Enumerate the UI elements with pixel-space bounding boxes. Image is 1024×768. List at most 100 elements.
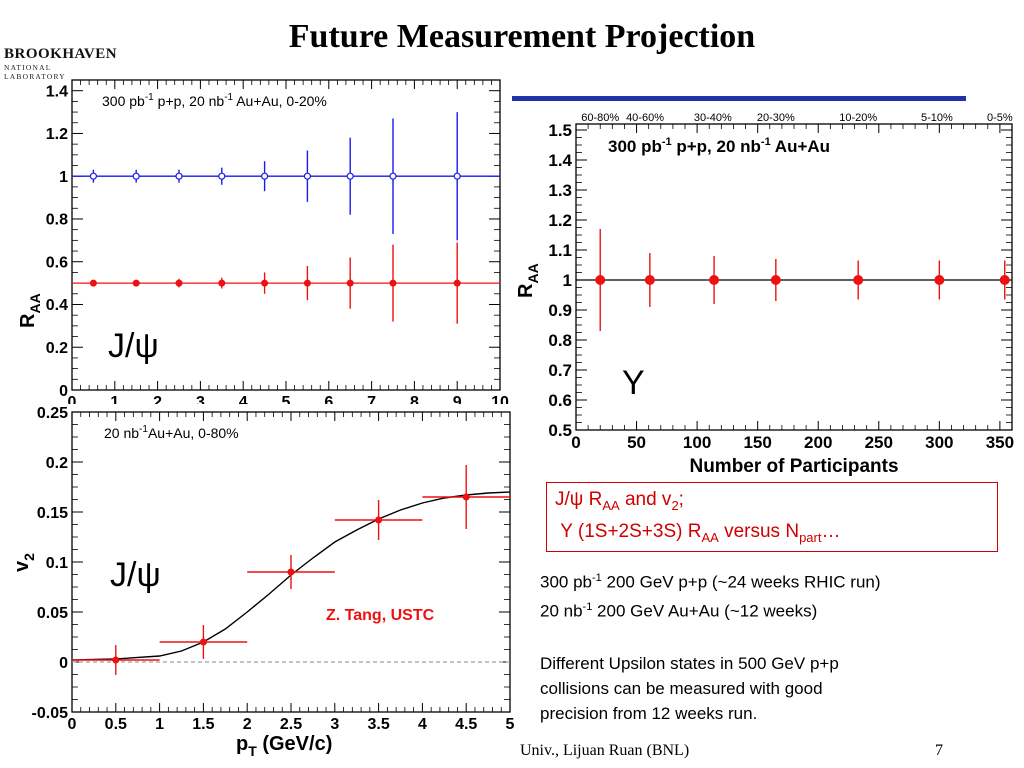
y-tick-label: 1.1: [548, 241, 572, 260]
plot-frame: [71, 79, 501, 391]
page-number: 7: [935, 742, 943, 759]
x-tick-label: 1: [110, 394, 119, 404]
y-tick-label: 0.8: [46, 212, 68, 229]
x-axis-label: Number of Participants: [689, 456, 898, 477]
y-tick-label: 0.9: [548, 301, 572, 320]
y-tick-label: 1.2: [548, 211, 572, 230]
summary-box: J/ψ RAA and v2; Υ (1S+2S+3S) R AA versus …: [546, 482, 998, 552]
tick-labels: 0 50 100 150 200 250 300 350 0.5 0.6 0.7 0.8 0.9 1 1.1…: [548, 112, 1014, 452]
x-tick-label: 1: [155, 716, 164, 733]
y-tick-label: 0.05: [37, 605, 68, 622]
x-tick-label: 100: [683, 433, 711, 452]
x-tick-label: 8: [410, 394, 419, 404]
text: versus N: [718, 520, 800, 542]
y-tick-label: 0.1: [46, 555, 68, 572]
x-tick-label: 50: [627, 433, 646, 452]
text: Υ (1S+2S+3S) R: [560, 520, 702, 542]
y-tick-label: 1: [563, 271, 572, 290]
y-tick-label: 0.5: [548, 421, 572, 440]
model-curve: [71, 491, 511, 661]
y-axis-label: RAA: [515, 263, 541, 298]
data-point: [644, 275, 655, 285]
tick-labels: 0 0.5 1 1.5 2 2.5 3 3.5 4 4.5 5-0.0500.050.10.150.…: [32, 405, 515, 733]
data-point: [709, 275, 720, 285]
y-tick-label: 1.4: [46, 83, 68, 100]
x-tick-label: 250: [865, 433, 893, 452]
x-tick-label: 0.5: [105, 716, 127, 733]
x-tick-label: 10: [491, 394, 509, 404]
series-layer: [71, 465, 511, 675]
data-point: [999, 275, 1010, 285]
data-point: [112, 656, 120, 664]
y-tick-label: 0.4: [46, 297, 68, 314]
x-tick-label: 6: [324, 394, 333, 404]
centrality-label: 10-20%: [839, 112, 877, 124]
data-point: [595, 275, 606, 285]
logo-name: BROOKHAVEN: [4, 46, 118, 62]
superscript: -1: [592, 572, 602, 584]
data-point: [389, 172, 397, 180]
data-point: [770, 275, 781, 285]
x-axis-label: pT (GeV/c): [236, 733, 332, 759]
text: 20 nb: [540, 601, 583, 621]
subscript: 2: [671, 497, 679, 513]
data-point: [287, 568, 295, 576]
y-tick-label: 0.8: [548, 331, 572, 350]
subscript: AA: [602, 497, 620, 513]
data-point: [218, 279, 226, 287]
y-tick-label: 1: [59, 169, 68, 186]
y-tick-label: 1.3: [548, 181, 572, 200]
text: …: [821, 520, 841, 542]
chart-annotation: 300 pb-1 p+p, 20 nb-1 Au+Au, 0-20%: [102, 92, 327, 109]
tick-marks: [71, 411, 511, 713]
tick-marks: [575, 124, 1012, 431]
data-point: [132, 172, 140, 180]
x-tick-label: 5: [506, 716, 515, 733]
data-point: [346, 279, 354, 287]
footer-text: Univ., Lijuan Ruan (BNL): [520, 742, 690, 759]
y-tick-label: 0.7: [548, 361, 572, 380]
particle-label: J/ψ: [108, 327, 159, 365]
centrality-label: 30-40%: [694, 112, 732, 124]
data-point: [132, 279, 140, 287]
data-point: [462, 493, 470, 501]
jpsi-v2-chart: 0 0.5 1 1.5 2 2.5 3 3.5 4 4.5 5-0.0500.050.10.150.…: [11, 405, 515, 759]
y-tick-label: 1.4: [548, 151, 572, 170]
x-tick-label: 200: [804, 433, 832, 452]
data-point: [389, 279, 397, 287]
centrality-label: 40-60%: [626, 112, 664, 124]
x-tick-label: 4: [418, 716, 427, 733]
data-point: [261, 172, 269, 180]
series-layer: [576, 229, 1012, 331]
y-tick-label: 1.2: [46, 126, 68, 143]
x-tick-label: 4.5: [455, 716, 477, 733]
x-tick-label: 4: [239, 394, 248, 404]
x-tick-label: 2: [243, 716, 252, 733]
data-point: [934, 275, 945, 285]
text: J/ψ R: [555, 489, 603, 510]
y-axis-label: RAA: [17, 293, 43, 328]
data-point: [261, 279, 269, 287]
notes-text: 300 pb-1 200 GeV p+p (~24 weeks RHIC run…: [540, 566, 1010, 726]
summary-line-1: J/ψ RAA and v2;: [555, 487, 997, 519]
note-paragraph-line: Different Upsilon states in 500 GeV p+p: [540, 654, 839, 674]
data-point: [175, 279, 183, 287]
data-point: [303, 279, 311, 287]
decorative-blue-rule: [512, 96, 966, 101]
series-layer: [72, 112, 500, 324]
x-tick-label: 3.5: [367, 716, 389, 733]
logo-subtitle: NATIONAL LABORATORY: [4, 63, 66, 81]
data-point: [199, 638, 207, 646]
data-point: [453, 172, 461, 180]
upsilon-raa-chart: 0 50 100 150 200 250 300 350 0.5 0.6 0.7 0.8 0.9 1 1.1…: [515, 112, 1014, 477]
credit-label: Z. Tang, USTC: [326, 607, 435, 624]
y-tick-label: 0: [59, 655, 68, 672]
x-tick-label: 2.5: [280, 716, 302, 733]
y-tick-label: 0.25: [37, 405, 68, 422]
x-tick-label: 5: [282, 394, 291, 404]
centrality-label: 20-30%: [757, 112, 795, 124]
data-point: [303, 172, 311, 180]
x-tick-label: 0: [68, 394, 77, 404]
chart-annotation: 20 nb-1Au+Au, 0-80%: [104, 424, 239, 441]
data-point: [175, 172, 183, 180]
